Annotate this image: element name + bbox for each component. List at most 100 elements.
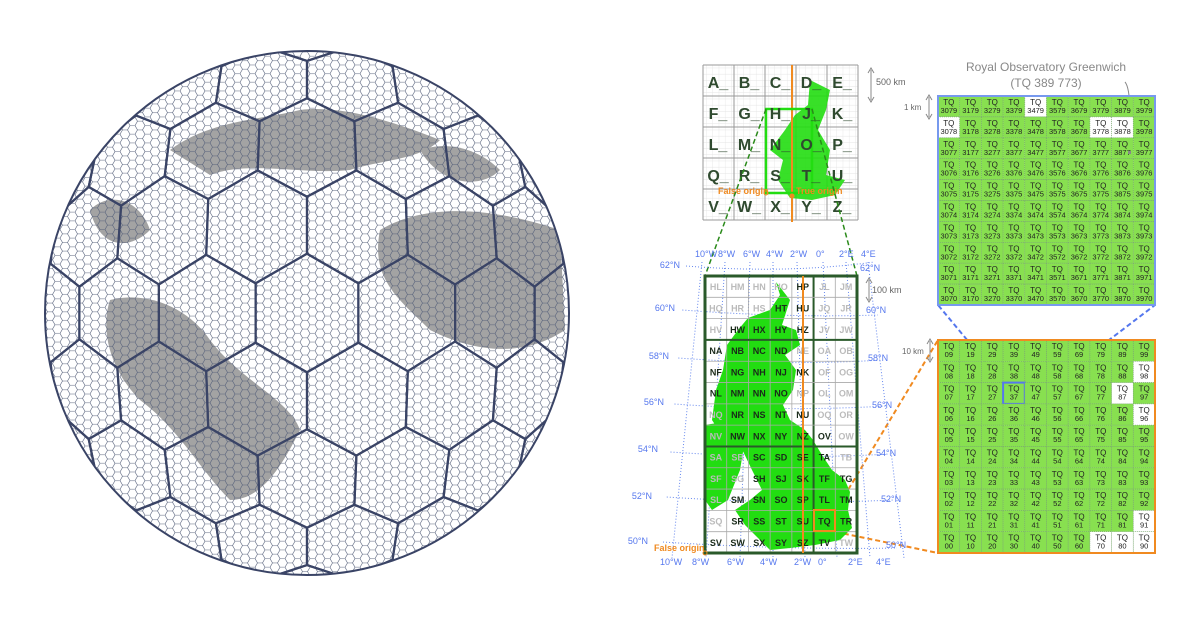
globe-hex-cell <box>53 117 78 149</box>
svg-text:TQ: TQ <box>1095 534 1106 543</box>
svg-text:TQ: TQ <box>965 265 976 274</box>
svg-text:TQ: TQ <box>965 161 976 170</box>
lat-right-label: 58°N <box>868 353 888 363</box>
letter-grid-cell-label: K_ <box>832 106 854 123</box>
lat-left-label: 54°N <box>638 444 658 454</box>
svg-text:34: 34 <box>1010 457 1018 466</box>
globe-hex-cell <box>100 70 128 94</box>
globe-hex-cell <box>82 61 141 112</box>
globe-hex-cell <box>86 84 111 108</box>
uk-grid-square-label: NR <box>731 410 744 420</box>
svg-text:42: 42 <box>1031 499 1039 508</box>
svg-text:TQ: TQ <box>943 385 954 394</box>
scale-arrow-icon <box>925 94 933 120</box>
globe-hex-cell <box>371 18 441 43</box>
svg-text:TQ: TQ <box>1030 203 1041 212</box>
globe-hex-cell <box>585 391 599 430</box>
svg-text:3072: 3072 <box>941 252 958 261</box>
svg-text:TQ: TQ <box>1052 98 1063 107</box>
svg-text:TQ: TQ <box>1095 406 1106 415</box>
svg-text:TQ: TQ <box>1008 534 1019 543</box>
svg-text:85: 85 <box>1118 435 1126 444</box>
svg-text:3275: 3275 <box>984 190 1001 199</box>
svg-text:17: 17 <box>966 393 974 402</box>
svg-text:TQ: TQ <box>1139 223 1150 232</box>
svg-text:TQ: TQ <box>1095 182 1106 191</box>
letter-grid-cell-label: T_ <box>802 168 822 185</box>
globe-hex-cell <box>354 15 406 28</box>
globe-hex-cell <box>89 521 122 551</box>
scale-arrow-icon <box>867 67 875 103</box>
globe-hex-cell <box>267 612 307 615</box>
uk-grid-square-label: SH <box>753 474 766 484</box>
svg-text:57: 57 <box>1053 393 1061 402</box>
uk-grid-square-label: SV <box>710 538 722 548</box>
svg-text:3479: 3479 <box>1027 106 1044 115</box>
globe-hex-cell <box>56 107 87 146</box>
globe-hex-cell <box>588 271 608 356</box>
svg-text:TQ: TQ <box>1073 491 1084 500</box>
svg-text:47: 47 <box>1031 393 1039 402</box>
lon-bottom-label: 8°W <box>692 557 710 567</box>
globe-hex-cell <box>379 20 419 33</box>
svg-text:TQ: TQ <box>1139 427 1150 436</box>
svg-text:14: 14 <box>966 457 974 466</box>
globe-hex-cell <box>95 527 125 554</box>
svg-text:TQ: TQ <box>943 512 954 521</box>
svg-text:00: 00 <box>945 542 953 551</box>
svg-text:TQ: TQ <box>1139 286 1150 295</box>
svg-text:TQ: TQ <box>1117 342 1128 351</box>
svg-text:TQ: TQ <box>987 203 998 212</box>
lon-top-label: 8°W <box>718 249 736 259</box>
letter-grid-cell-label: R_ <box>739 168 761 185</box>
svg-text:3270: 3270 <box>984 294 1001 303</box>
svg-text:TQ: TQ <box>1095 161 1106 170</box>
globe-hex-cell <box>513 93 541 122</box>
svg-text:72: 72 <box>1097 499 1105 508</box>
uk-grid-square-label: ST <box>775 517 787 527</box>
globe-hex-cell <box>229 14 270 22</box>
globe-hex-cell <box>604 263 608 303</box>
svg-text:TQ: TQ <box>943 244 954 253</box>
svg-text:TQ: TQ <box>1139 449 1150 458</box>
svg-text:87: 87 <box>1118 393 1126 402</box>
globe-hex-cell <box>45 119 77 163</box>
svg-text:3478: 3478 <box>1027 127 1044 136</box>
svg-text:TQ: TQ <box>1139 363 1150 372</box>
uk-grid-square-label: JM <box>840 282 853 292</box>
globe-hex-cell <box>68 103 91 129</box>
svg-text:3973: 3973 <box>1136 231 1153 240</box>
svg-text:TQ: TQ <box>1008 470 1019 479</box>
globe-hex-cell <box>387 22 444 44</box>
globe-hex-cell <box>593 376 602 409</box>
globe-hex-cell <box>607 284 608 342</box>
svg-text:TQ: TQ <box>1030 534 1041 543</box>
globe-hex-cell <box>552 463 569 488</box>
svg-text:98: 98 <box>1140 371 1148 380</box>
svg-text:10: 10 <box>966 542 974 551</box>
globe-hex-cell <box>6 271 26 356</box>
globe-hex-cell <box>45 434 47 465</box>
uk-100km-grid: HLHMHNHOHPJLJMHQHRHSHTHUJQJRHVHWHXHYHZJV… <box>628 249 906 567</box>
globe-hex-cell <box>567 161 569 199</box>
svg-text:TQ: TQ <box>943 265 954 274</box>
globe-hex-cell <box>71 84 111 125</box>
globe-hex-cell <box>45 161 47 192</box>
